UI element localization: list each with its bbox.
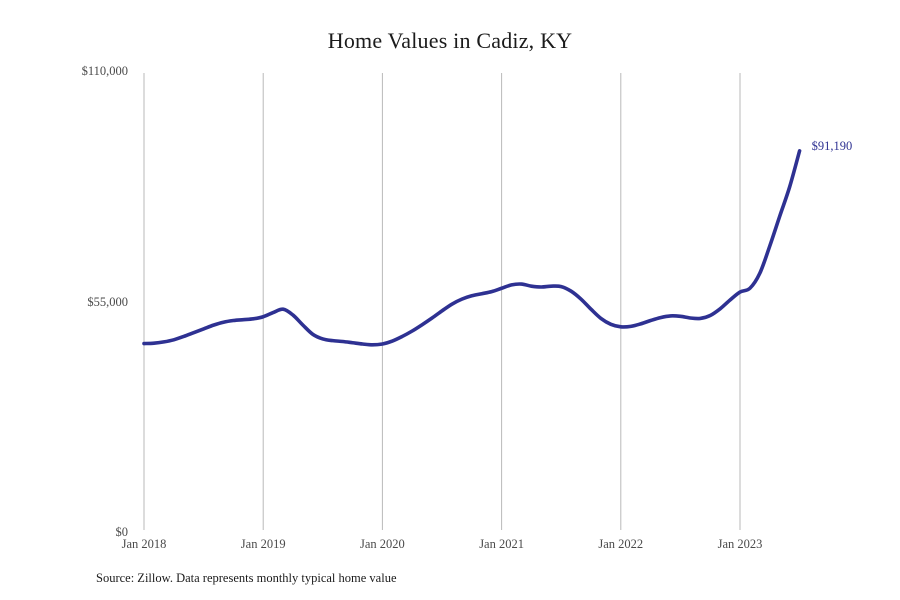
x-axis-tick-label-jan-2021: Jan 2021	[479, 537, 524, 551]
x-axis-tick-label-jan-2022: Jan 2022	[598, 537, 644, 551]
x-axis-tick-label-jan-2018: Jan 2018	[121, 537, 167, 551]
y-axis-tick-label-top: $110,000	[81, 64, 128, 78]
chart-gridlines	[143, 73, 741, 530]
series-end-value-label: $91,190	[811, 138, 853, 153]
y-axis-tick-label-middle: $55,000	[87, 294, 128, 309]
x-axis-tick-label-jan-2023: Jan 2023	[717, 537, 763, 551]
x-axis-tick-label-jan-2020: Jan 2020	[359, 537, 405, 551]
y-axis-tick-label-bottom: $0	[115, 525, 129, 539]
chart-line-series	[142, 149, 802, 347]
x-axis-tick-label-jan-2019: Jan 2019	[240, 537, 286, 551]
source-note: Source: Zillow. Data represents monthly …	[96, 571, 397, 585]
chart-title: Home Values in Cadiz, KY	[327, 28, 573, 53]
